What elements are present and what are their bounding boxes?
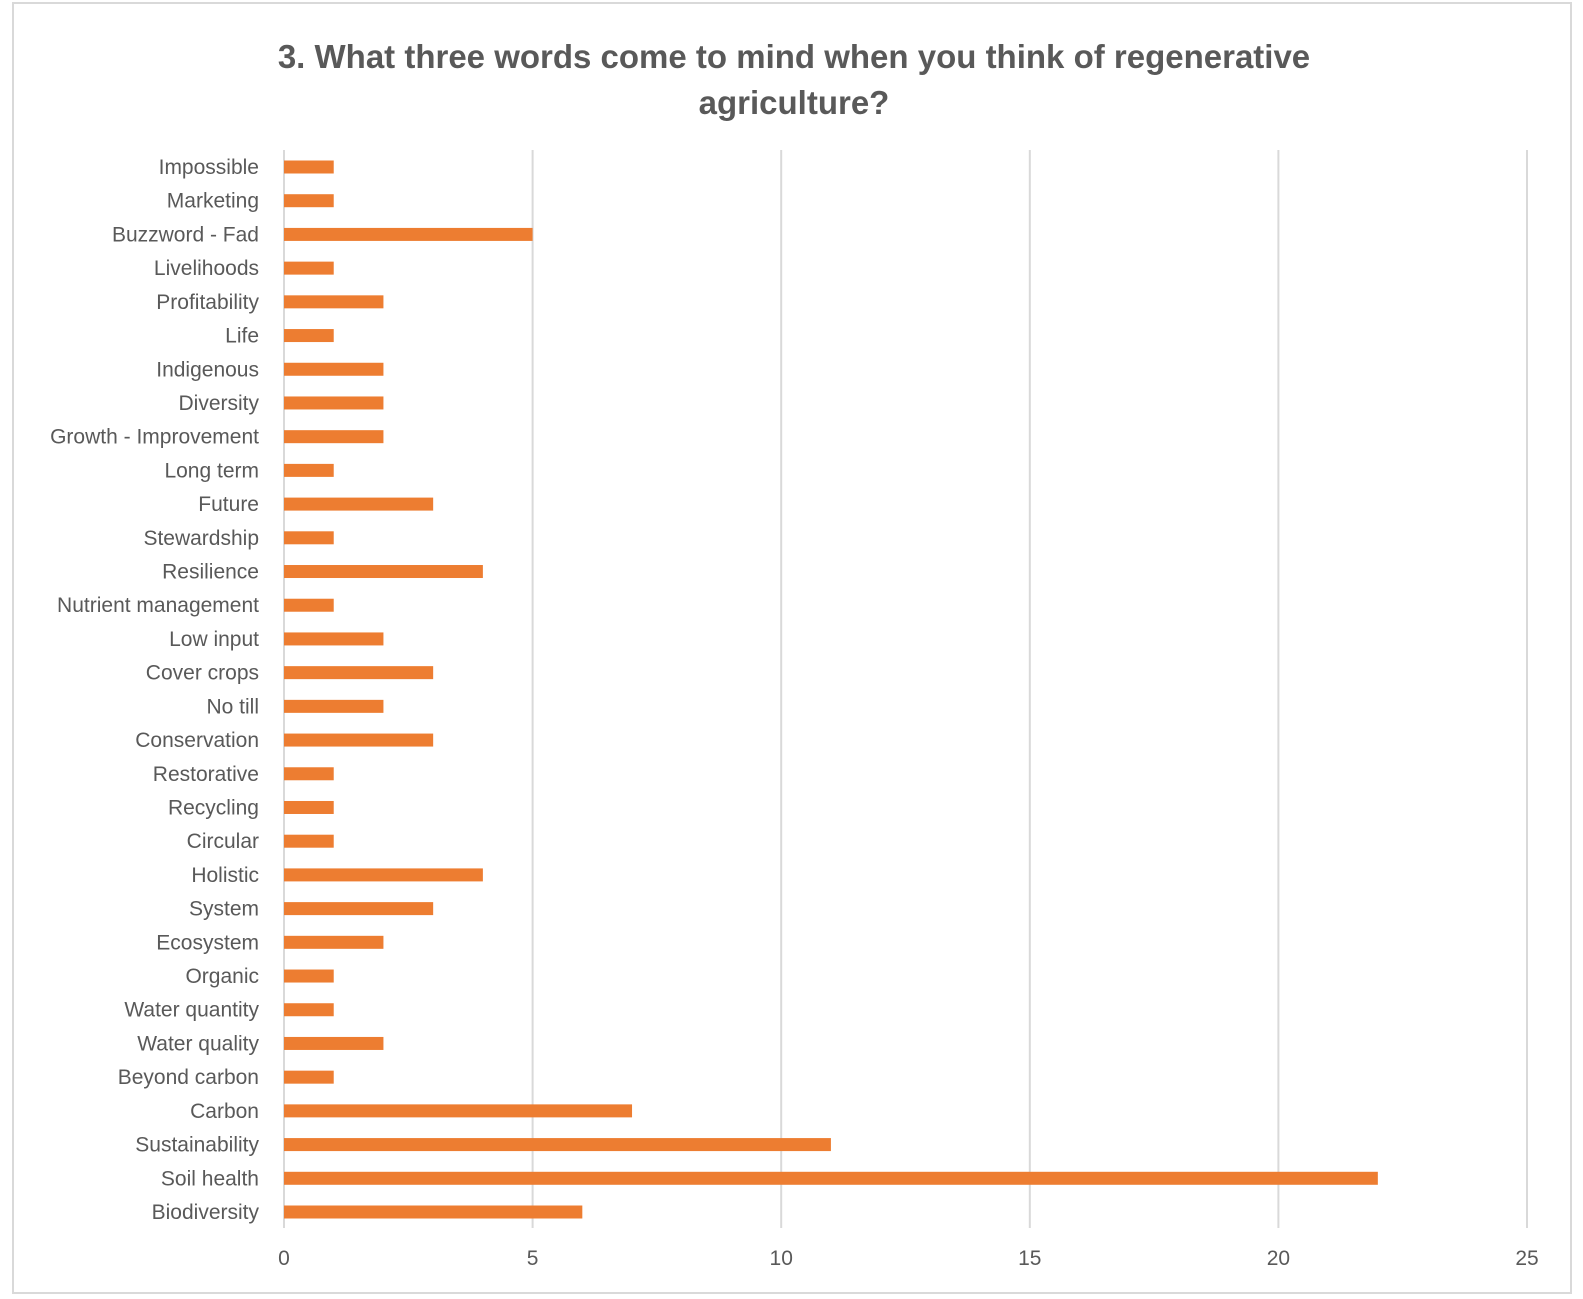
bar [284,868,483,882]
bar [284,531,334,545]
bar [284,497,434,511]
category-label: Long term [164,459,259,482]
bar [284,295,384,309]
bar [284,632,384,646]
bar [284,1171,1378,1185]
category-label: Profitability [156,291,259,314]
category-label: No till [206,695,259,718]
bar [284,733,434,747]
x-tick-label: 10 [770,1247,793,1270]
category-label: Water quality [137,1032,259,1055]
bar [284,261,334,275]
bar [284,430,384,444]
category-label: Cover crops [146,662,259,685]
category-label: Carbon [190,1100,259,1123]
bar [284,699,384,713]
x-tick-label: 15 [1018,1247,1041,1270]
bar [284,1104,633,1118]
category-label: Organic [185,965,259,988]
category-label: Livelihoods [154,257,259,280]
bar [284,396,384,410]
category-label: Low input [169,628,259,651]
bar [284,194,334,208]
category-label: Impossible [159,156,259,179]
category-label: Resilience [162,561,259,584]
category-label: Conservation [135,729,259,752]
x-tick-label: 25 [1515,1247,1538,1270]
bar [284,1138,831,1152]
x-tick-label: 5 [527,1247,539,1270]
bar [284,767,334,781]
x-tick-label: 0 [278,1247,290,1270]
bar [284,565,483,579]
bar [284,800,334,814]
category-label: Restorative [153,763,259,786]
bar [284,1036,384,1050]
bar [284,598,334,612]
category-label: Marketing [167,190,259,213]
category-label: Holistic [191,864,259,887]
bar [284,329,334,343]
category-label: Circular [187,830,259,853]
category-label: Stewardship [143,527,259,550]
category-label: Ecosystem [156,931,259,954]
bar [284,935,384,949]
category-label: Diversity [178,392,259,415]
bar [284,227,533,241]
chart-frame: 3. What three words come to mind when yo… [12,2,1572,1294]
bar [284,1070,334,1084]
bar [284,463,334,477]
category-label: Future [198,493,259,516]
category-label: Nutrient management [57,594,259,617]
bar [284,666,434,680]
category-label: Recycling [168,796,259,819]
bar [284,834,334,848]
category-label: Soil health [161,1167,259,1190]
bar [284,1205,583,1219]
category-label: System [189,898,259,921]
category-label: Water quantity [124,999,259,1022]
category-label: Life [225,325,259,348]
category-label: Indigenous [156,358,259,381]
category-label: Buzzword - Fad [112,223,259,246]
category-label: Sustainability [135,1134,259,1157]
bar [284,969,334,983]
bar [284,160,334,174]
x-tick-label: 20 [1267,1247,1290,1270]
bar [284,362,384,376]
category-label: Beyond carbon [118,1066,259,1089]
bar [284,1003,334,1017]
chart-title: 3. What three words come to mind when yo… [277,38,1311,121]
category-label: Biodiversity [152,1201,260,1224]
bar [284,902,434,916]
category-label: Growth - Improvement [50,426,259,449]
